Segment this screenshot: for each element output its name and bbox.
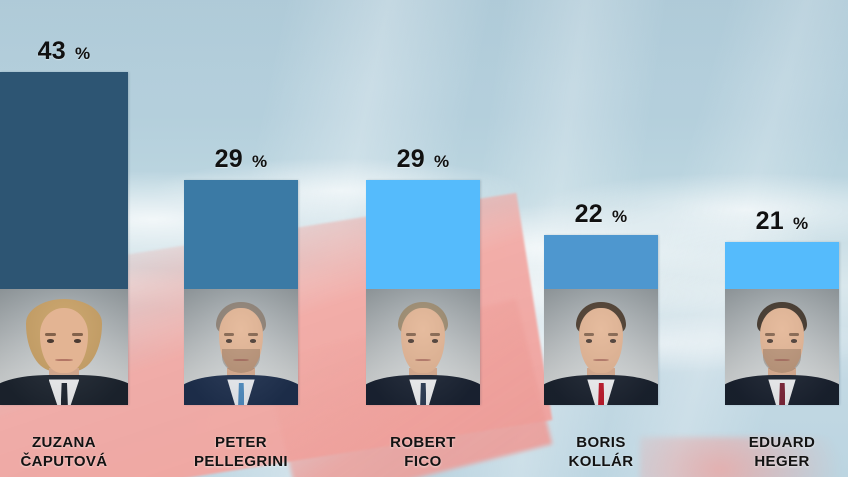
portrait-tie xyxy=(60,382,68,405)
bar-value-label: 21 % xyxy=(725,207,839,236)
bar-column[interactable]: 29 % PETER PELLEGRINI xyxy=(184,0,298,477)
candidate-name-line2: HEGER xyxy=(754,453,810,470)
bar-value-number: 22 xyxy=(574,200,603,228)
candidate-name: ROBERT FICO xyxy=(354,433,492,471)
portrait-eye-right xyxy=(790,338,798,343)
portrait-tie xyxy=(420,382,427,405)
candidate-photo[interactable] xyxy=(366,289,480,405)
portrait-brow-left xyxy=(44,333,57,337)
portrait-eye-right xyxy=(609,338,617,343)
portrait-shading xyxy=(725,289,839,405)
portrait-mouth xyxy=(415,358,431,362)
bar-value-number: 29 xyxy=(396,145,425,173)
candidate-name: PETER PELLEGRINI xyxy=(172,433,310,471)
candidate-name-line1: EDUARD xyxy=(748,434,816,451)
bar-column[interactable]: 29 % ROBERT FICO xyxy=(366,0,480,477)
candidate-name-line1: PETER xyxy=(214,434,267,451)
bar-value-unit: % xyxy=(252,152,268,171)
bar-value-number: 43 xyxy=(37,37,66,65)
bar-column[interactable]: 21 % EDUARD HEGER xyxy=(725,0,839,477)
portrait-shading xyxy=(184,289,298,405)
bar-value-unit: % xyxy=(793,214,809,233)
portrait-tie xyxy=(598,382,605,405)
portrait-zuzana-caputova xyxy=(0,289,128,405)
portrait-tie xyxy=(779,382,786,405)
bar-value-label: 22 % xyxy=(544,200,658,229)
candidate-name-line1: ZUZANA xyxy=(31,434,97,451)
bar-value-unit: % xyxy=(434,152,450,171)
bar-value-label: 29 % xyxy=(366,145,480,174)
portrait-mouth xyxy=(55,358,73,362)
portrait-peter-pellegrini xyxy=(184,289,298,405)
bar-column[interactable]: 22 % BORIS KOLLÁR xyxy=(544,0,658,477)
portrait-tie xyxy=(238,382,245,405)
portrait-eduard-heger xyxy=(725,289,839,405)
bar-column[interactable]: 43 % ZUZANA ČAPUTOVÁ xyxy=(0,0,128,477)
portrait-eye-right xyxy=(431,338,439,343)
candidate-name-line2: ČAPUTOVÁ xyxy=(20,453,108,470)
candidate-photo[interactable] xyxy=(184,289,298,405)
candidate-name: EDUARD HEGER xyxy=(713,433,848,471)
bar-value-unit: % xyxy=(612,207,628,226)
portrait-eye-left xyxy=(766,338,774,343)
candidate-name-line1: ROBERT xyxy=(390,434,456,451)
portrait-eye-left xyxy=(407,338,415,343)
bar-value-number: 21 xyxy=(755,207,784,235)
portrait-boris-kollar xyxy=(544,289,658,405)
portrait-brow-left xyxy=(764,333,776,337)
bar-value-label: 43 % xyxy=(0,37,128,66)
candidate-name-line2: KOLLÁR xyxy=(568,453,634,470)
portrait-brow-left xyxy=(223,333,235,337)
portrait-robert-fico xyxy=(366,289,480,405)
candidate-name-line2: PELLEGRINI xyxy=(193,453,288,470)
bar-value-label: 29 % xyxy=(184,145,298,174)
portrait-shading xyxy=(544,289,658,405)
portrait-brow-right xyxy=(788,333,800,337)
portrait-mouth xyxy=(233,358,249,362)
portrait-brow-left xyxy=(583,333,595,337)
portrait-eye-right xyxy=(249,338,257,343)
bar-value-number: 29 xyxy=(214,145,243,173)
portrait-brow-right xyxy=(429,333,441,337)
portrait-eye-left xyxy=(46,338,55,343)
candidate-photo[interactable] xyxy=(725,289,839,405)
candidate-name-line1: BORIS xyxy=(576,434,626,451)
portrait-eye-right xyxy=(73,338,82,343)
background-landmass-3 xyxy=(640,437,840,477)
candidate-name: BORIS KOLLÁR xyxy=(532,433,670,471)
portrait-shading xyxy=(366,289,480,405)
portrait-brow-right xyxy=(71,333,84,337)
portrait-eye-left xyxy=(225,338,233,343)
portrait-brow-right xyxy=(607,333,619,337)
portrait-mouth xyxy=(593,358,609,362)
portrait-brow-right xyxy=(247,333,259,337)
candidate-name: ZUZANA ČAPUTOVÁ xyxy=(0,433,140,471)
candidate-photo[interactable] xyxy=(544,289,658,405)
bar-value-unit: % xyxy=(75,44,91,63)
portrait-eye-left xyxy=(585,338,593,343)
candidate-name-line2: FICO xyxy=(404,453,442,470)
portrait-brow-left xyxy=(405,333,417,337)
candidate-photo[interactable] xyxy=(0,289,128,405)
portrait-mouth xyxy=(774,358,790,362)
